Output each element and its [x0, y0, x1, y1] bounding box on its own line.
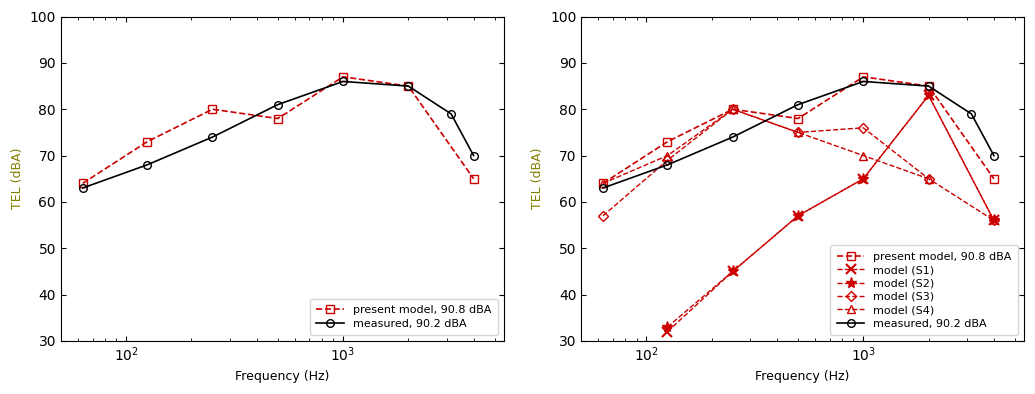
model (S4)	[857, 153, 869, 158]
model (S3)	[922, 177, 935, 181]
X-axis label: Frequency (Hz): Frequency (Hz)	[235, 370, 329, 383]
Y-axis label: TEL (dBA): TEL (dBA)	[531, 148, 544, 210]
present model, 90.8 dBA	[77, 181, 89, 186]
model (S1)	[727, 269, 739, 274]
Legend: present model, 90.8 dBA, model (S1), model (S2), model (S3), model (S4), measure: present model, 90.8 dBA, model (S1), mod…	[830, 245, 1018, 335]
measured, 90.2 dBA	[445, 112, 457, 116]
measured, 90.2 dBA	[206, 135, 218, 139]
model (S2)	[792, 214, 804, 218]
present model, 90.8 dBA	[922, 84, 935, 89]
model (S3)	[857, 125, 869, 130]
measured, 90.2 dBA	[661, 162, 674, 167]
model (S1)	[792, 214, 804, 218]
measured, 90.2 dBA	[141, 162, 153, 167]
Line: measured, 90.2 dBA: measured, 90.2 dBA	[79, 78, 477, 192]
Line: measured, 90.2 dBA: measured, 90.2 dBA	[599, 78, 998, 192]
measured, 90.2 dBA	[597, 186, 610, 190]
model (S3)	[727, 107, 739, 112]
Legend: present model, 90.8 dBA, measured, 90.2 dBA: present model, 90.8 dBA, measured, 90.2 …	[309, 299, 498, 335]
model (S4)	[792, 130, 804, 135]
model (S2)	[727, 269, 739, 274]
present model, 90.8 dBA	[857, 74, 869, 79]
model (S4)	[661, 153, 674, 158]
model (S3)	[661, 158, 674, 163]
present model, 90.8 dBA	[597, 181, 610, 186]
model (S4)	[922, 177, 935, 181]
Line: model (S3): model (S3)	[599, 106, 998, 224]
measured, 90.2 dBA	[987, 153, 1000, 158]
present model, 90.8 dBA	[987, 177, 1000, 181]
measured, 90.2 dBA	[403, 84, 415, 89]
model (S1)	[661, 329, 674, 334]
Line: present model, 90.8 dBA: present model, 90.8 dBA	[79, 73, 477, 187]
model (S1)	[987, 218, 1000, 223]
Y-axis label: TEL (dBA): TEL (dBA)	[11, 148, 24, 210]
model (S3)	[597, 214, 610, 218]
measured, 90.2 dBA	[468, 153, 480, 158]
model (S1)	[922, 93, 935, 98]
Line: model (S1): model (S1)	[662, 91, 999, 336]
present model, 90.8 dBA	[141, 139, 153, 144]
measured, 90.2 dBA	[77, 186, 89, 190]
model (S2)	[857, 177, 869, 181]
Line: model (S4): model (S4)	[599, 105, 933, 188]
present model, 90.8 dBA	[727, 107, 739, 112]
X-axis label: Frequency (Hz): Frequency (Hz)	[756, 370, 850, 383]
model (S2)	[987, 218, 1000, 223]
model (S4)	[727, 107, 739, 112]
model (S3)	[792, 130, 804, 135]
measured, 90.2 dBA	[727, 135, 739, 139]
model (S2)	[922, 93, 935, 98]
Line: model (S2): model (S2)	[662, 90, 1000, 333]
present model, 90.8 dBA	[271, 116, 284, 121]
measured, 90.2 dBA	[792, 102, 804, 107]
present model, 90.8 dBA	[336, 74, 349, 79]
measured, 90.2 dBA	[336, 79, 349, 84]
measured, 90.2 dBA	[271, 102, 284, 107]
present model, 90.8 dBA	[468, 177, 480, 181]
model (S3)	[987, 218, 1000, 223]
present model, 90.8 dBA	[403, 84, 415, 89]
Line: present model, 90.8 dBA: present model, 90.8 dBA	[599, 73, 998, 187]
model (S2)	[661, 325, 674, 329]
present model, 90.8 dBA	[792, 116, 804, 121]
measured, 90.2 dBA	[966, 112, 978, 116]
present model, 90.8 dBA	[206, 107, 218, 112]
model (S4)	[597, 181, 610, 186]
measured, 90.2 dBA	[857, 79, 869, 84]
present model, 90.8 dBA	[661, 139, 674, 144]
measured, 90.2 dBA	[922, 84, 935, 89]
model (S1)	[857, 177, 869, 181]
